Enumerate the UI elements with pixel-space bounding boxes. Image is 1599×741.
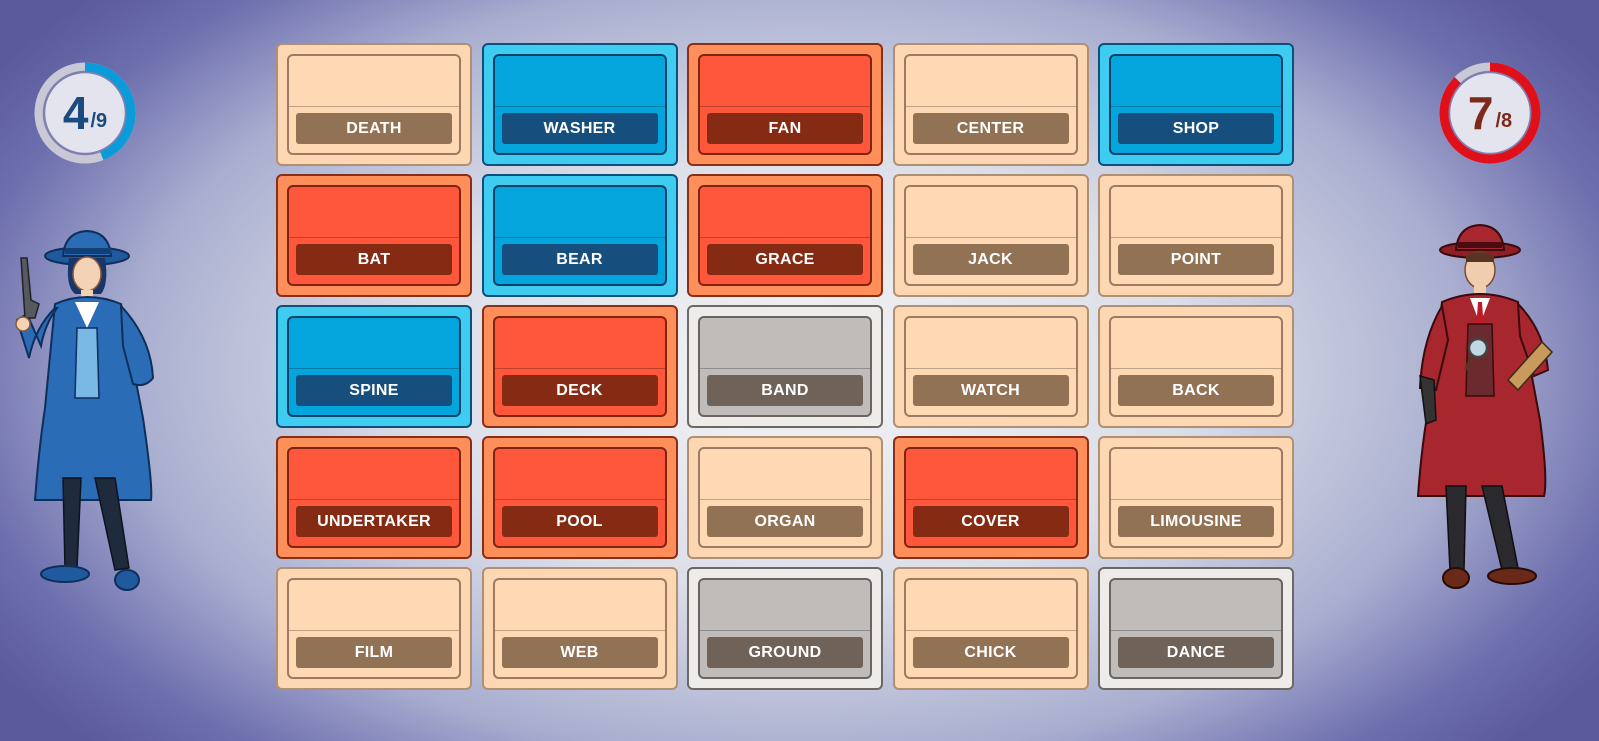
word-card-watch[interactable]: WATCH — [892, 305, 1089, 428]
card-face: BAND — [698, 316, 872, 417]
word-card-shop[interactable]: SHOP — [1098, 43, 1294, 166]
word-card-cover[interactable]: COVER — [892, 436, 1089, 559]
word-card-death[interactable]: DEATH — [276, 43, 472, 166]
word-card-point[interactable]: POINT — [1098, 174, 1294, 297]
card-word-label: FILM — [296, 637, 452, 668]
word-card-center[interactable]: CENTER — [892, 43, 1089, 166]
word-card-fan[interactable]: FAN — [687, 43, 883, 166]
card-face: JACK — [903, 185, 1078, 286]
card-face: BACK — [1109, 316, 1283, 417]
card-word-label: BACK — [1118, 375, 1274, 406]
word-card-back[interactable]: BACK — [1098, 305, 1294, 428]
card-face: WASHER — [492, 54, 667, 155]
card-face: ORGAN — [698, 447, 872, 548]
card-word-label: WASHER — [501, 113, 658, 144]
card-word-label: JACK — [912, 244, 1069, 275]
word-card-film[interactable]: FILM — [276, 567, 472, 690]
card-face: BEAR — [492, 185, 667, 286]
card-word-label: CHICK — [912, 637, 1069, 668]
card-face: DECK — [492, 316, 667, 417]
card-word-label: GROUND — [707, 637, 863, 668]
card-face: SHOP — [1109, 54, 1283, 155]
red-score-counter: 7 /8 — [1438, 61, 1542, 165]
red-score-ring — [1439, 62, 1541, 164]
card-word-label: BAT — [296, 244, 452, 275]
card-word-label: SPINE — [296, 375, 452, 406]
word-card-washer[interactable]: WASHER — [481, 43, 678, 166]
word-card-dance[interactable]: DANCE — [1098, 567, 1294, 690]
card-word-label: BEAR — [501, 244, 658, 275]
word-card-ground[interactable]: GROUND — [687, 567, 883, 690]
card-word-label: COVER — [912, 506, 1069, 537]
card-face: POINT — [1109, 185, 1283, 286]
card-face: GROUND — [698, 578, 872, 679]
card-face: FAN — [698, 54, 872, 155]
blue-detective-icon — [5, 228, 165, 608]
card-face: WATCH — [903, 316, 1078, 417]
blue-score-remaining: 4 — [62, 87, 89, 139]
card-face: GRACE — [698, 185, 872, 286]
card-face: CENTER — [903, 54, 1078, 155]
card-face: LIMOUSINE — [1109, 447, 1283, 548]
word-card-web[interactable]: WEB — [481, 567, 678, 690]
card-word-label: SHOP — [1118, 113, 1274, 144]
card-word-label: UNDERTAKER — [296, 506, 452, 537]
word-card-grace[interactable]: GRACE — [687, 174, 883, 297]
word-card-pool[interactable]: POOL — [481, 436, 678, 559]
red-score-remaining: 7 — [1467, 87, 1494, 139]
word-card-bat[interactable]: BAT — [276, 174, 472, 297]
card-word-label: POINT — [1118, 244, 1274, 275]
card-face: WEB — [492, 578, 667, 679]
word-card-bear[interactable]: BEAR — [481, 174, 678, 297]
card-face: POOL — [492, 447, 667, 548]
red-detective-icon — [1408, 220, 1578, 610]
blue-score-ring — [34, 62, 136, 164]
blue-score-total: /9 — [90, 109, 108, 132]
card-face: COVER — [903, 447, 1078, 548]
card-word-label: CENTER — [912, 113, 1069, 144]
card-word-label: FAN — [707, 113, 863, 144]
card-word-label: BAND — [707, 375, 863, 406]
card-word-label: DEATH — [296, 113, 452, 144]
blue-score-counter: 4 /9 — [33, 61, 137, 165]
card-word-label: GRACE — [707, 244, 863, 275]
card-face: CHICK — [903, 578, 1078, 679]
card-word-label: ORGAN — [707, 506, 863, 537]
card-word-label: DECK — [501, 375, 658, 406]
red-score-total: /8 — [1495, 109, 1513, 132]
word-card-band[interactable]: BAND — [687, 305, 883, 428]
card-face: DEATH — [287, 54, 461, 155]
word-card-chick[interactable]: CHICK — [892, 567, 1089, 690]
word-card-spine[interactable]: SPINE — [276, 305, 472, 428]
word-card-organ[interactable]: ORGAN — [687, 436, 883, 559]
card-word-label: WEB — [501, 637, 658, 668]
card-word-label: DANCE — [1118, 637, 1274, 668]
word-card-jack[interactable]: JACK — [892, 174, 1089, 297]
card-face: BAT — [287, 185, 461, 286]
word-card-undertaker[interactable]: UNDERTAKER — [276, 436, 472, 559]
card-word-label: LIMOUSINE — [1118, 506, 1274, 537]
card-face: UNDERTAKER — [287, 447, 461, 548]
card-board: DEATH WASHER FAN CENTER SHOP BAT BEAR GRACE JACK… — [276, 43, 1294, 690]
card-face: FILM — [287, 578, 461, 679]
card-word-label: WATCH — [912, 375, 1069, 406]
card-face: DANCE — [1109, 578, 1283, 679]
card-word-label: POOL — [501, 506, 658, 537]
card-face: SPINE — [287, 316, 461, 417]
word-card-limousine[interactable]: LIMOUSINE — [1098, 436, 1294, 559]
word-card-deck[interactable]: DECK — [481, 305, 678, 428]
